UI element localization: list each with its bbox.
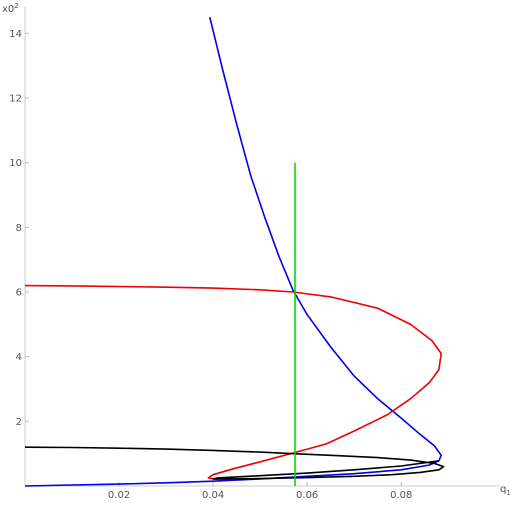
- x-axis-title: q1: [500, 484, 511, 497]
- y-tick-label-4: 10: [9, 158, 22, 169]
- y-axis-title: x02: [2, 2, 19, 15]
- series-line-0: [24, 17, 443, 487]
- axes: 0.02 0.04 0.06 0.08 2 4 6 8 10 12 14: [9, 6, 500, 501]
- plot-series: [24, 17, 445, 487]
- x-axis-title-subscript: 1: [506, 489, 510, 497]
- series-line-2: [24, 446, 445, 480]
- x-tick-label-3: 0.08: [390, 490, 412, 501]
- y-tick-label-2: 6: [16, 288, 22, 299]
- x-tick-label-2: 0.06: [296, 490, 318, 501]
- x-tick-label-0: 0.02: [108, 490, 130, 501]
- x-axis-title-base: q: [500, 484, 506, 495]
- y-tick-label-3: 8: [16, 223, 22, 234]
- y-tick-label-5: 12: [9, 94, 22, 105]
- y-tick-label-1: 4: [16, 352, 22, 363]
- y-tick-label-0: 2: [16, 417, 22, 428]
- y-axis-title-base: x0: [2, 4, 14, 15]
- x-tick-label-1: 0.04: [202, 490, 224, 501]
- y-ticks: 2 4 6 8 10 12 14: [9, 29, 29, 428]
- y-axis-title-superscript: 2: [14, 2, 18, 10]
- x-ticks: 0.02 0.04 0.06 0.08: [108, 482, 412, 501]
- y-tick-label-6: 14: [9, 29, 22, 40]
- series-line-1: [24, 284, 443, 481]
